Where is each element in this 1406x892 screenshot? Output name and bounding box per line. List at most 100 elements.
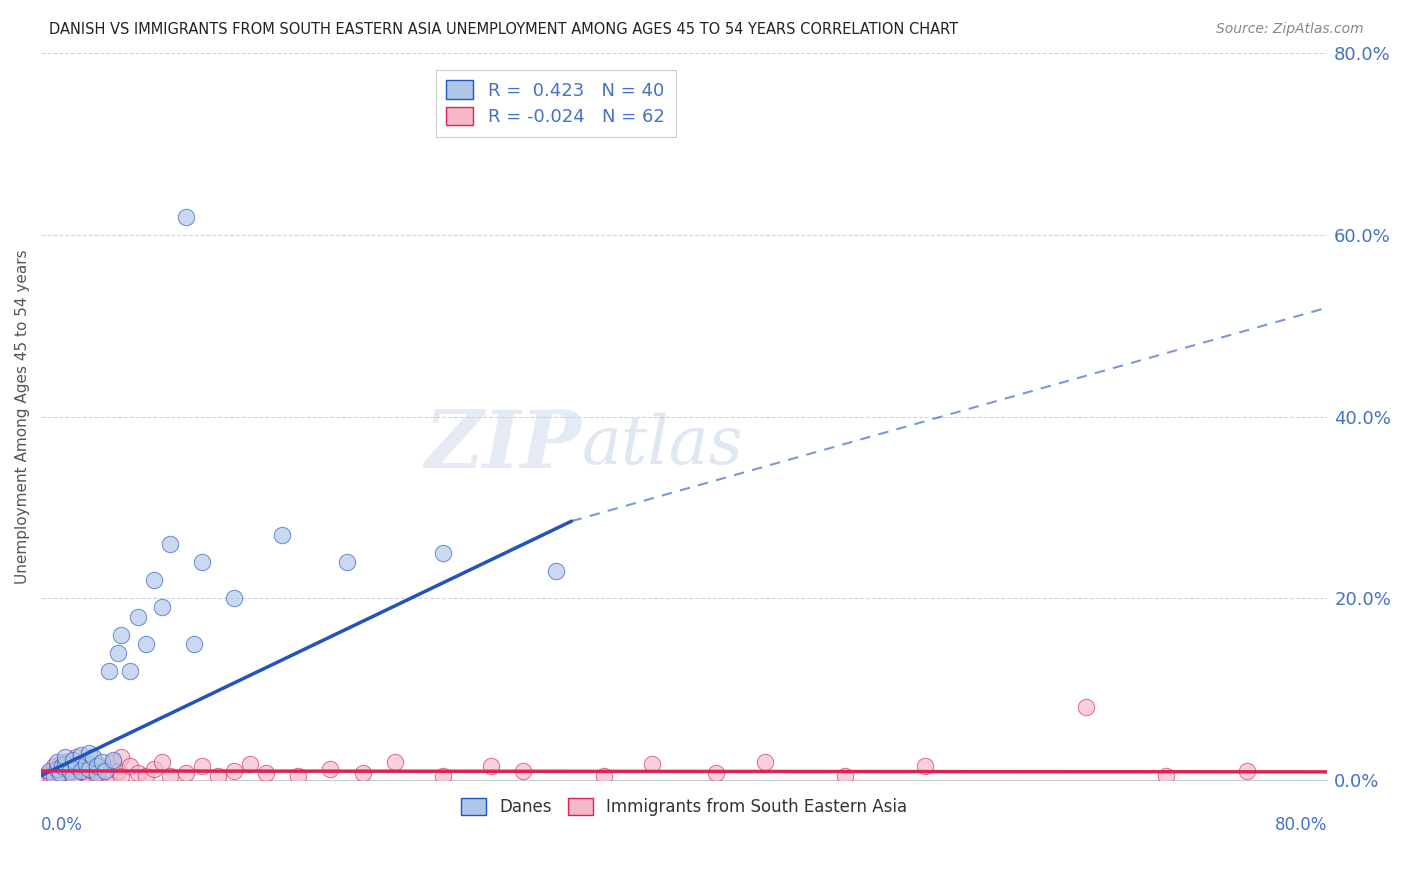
Point [53,750,76,764]
Point [512,764,534,778]
Point [222,764,245,778]
Point [62,768,84,782]
Text: atlas: atlas [581,413,742,478]
Point [75,765,97,780]
Point [704,765,727,780]
Point [91,755,114,769]
Y-axis label: Unemployment Among Ages 45 to 54 years: Unemployment Among Ages 45 to 54 years [15,250,30,584]
Point [75,755,97,769]
Point [544,564,567,578]
Point [65,750,87,764]
Point [59,764,82,778]
Point [352,765,374,780]
Point [79,768,101,782]
Point [94,762,117,776]
Point [62,756,84,771]
Point [51,759,73,773]
Point [174,210,197,224]
Point [38,764,60,778]
Point [110,628,132,642]
Point [479,759,502,773]
Point [103,755,125,769]
Point [46,762,69,776]
Point [150,600,173,615]
Point [142,573,165,587]
Point [70,747,93,762]
Point [183,637,205,651]
Point [592,768,614,782]
Point [91,765,114,780]
Point [239,756,262,771]
Legend: Danes, Immigrants from South Eastern Asia: Danes, Immigrants from South Eastern Asi… [454,791,914,822]
Point [46,762,69,776]
Point [46,768,69,782]
Point [62,768,84,782]
Point [914,759,936,773]
Point [53,755,76,769]
Point [46,755,69,769]
Point [118,664,141,678]
Point [432,546,454,560]
Point [127,609,149,624]
Point [49,756,72,771]
Point [1074,700,1097,714]
Point [35,768,58,782]
Point [135,768,157,782]
Point [834,768,856,782]
Point [53,768,76,782]
Point [150,755,173,769]
Text: 80.0%: 80.0% [1275,816,1327,834]
Text: DANISH VS IMMIGRANTS FROM SOUTH EASTERN ASIA UNEMPLOYMENT AMONG AGES 45 TO 54 YE: DANISH VS IMMIGRANTS FROM SOUTH EASTERN … [49,22,959,37]
Point [103,753,125,767]
Point [79,762,101,776]
Point [142,762,165,776]
Point [110,750,132,764]
Point [86,765,108,780]
Point [191,759,214,773]
Point [42,759,65,773]
Text: Source: ZipAtlas.com: Source: ZipAtlas.com [1216,22,1364,37]
Point [94,764,117,778]
Point [107,764,129,778]
Point [39,770,62,784]
Point [42,768,65,782]
Point [135,637,157,651]
Point [65,765,87,780]
Point [49,765,72,780]
Point [271,527,294,541]
Point [335,555,357,569]
Point [384,755,406,769]
Point [70,762,93,776]
Point [79,746,101,760]
Point [65,759,87,773]
Point [53,756,76,771]
Point [159,537,181,551]
Point [70,768,93,782]
Point [97,664,120,678]
Text: 0.0%: 0.0% [41,816,83,834]
Point [432,768,454,782]
Point [82,750,104,764]
Point [641,756,664,771]
Point [107,646,129,660]
Point [319,762,342,776]
Point [38,765,60,780]
Point [287,768,309,782]
Point [110,768,132,782]
Point [82,764,104,778]
Point [254,765,277,780]
Point [207,768,229,782]
Text: ZIP: ZIP [425,407,581,484]
Point [75,756,97,771]
Point [86,759,108,773]
Point [52,765,75,780]
Point [86,768,108,782]
Point [118,759,141,773]
Point [1236,764,1258,778]
Point [79,759,101,773]
Point [127,765,149,780]
Point [754,755,776,769]
Point [59,759,82,773]
Point [42,764,65,778]
Point [159,768,181,782]
